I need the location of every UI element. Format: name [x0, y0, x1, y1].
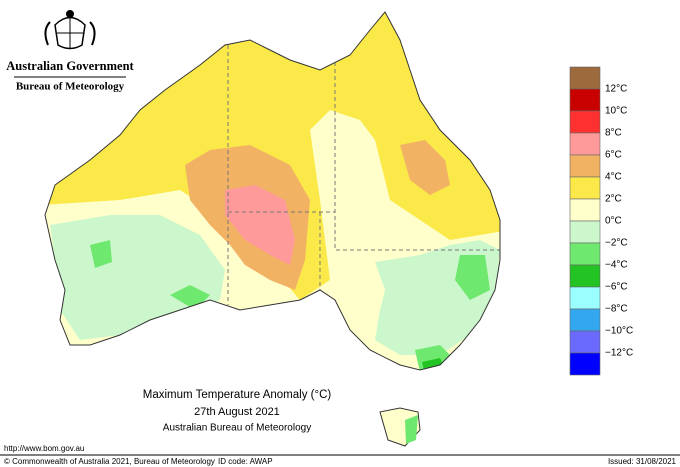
legend-label: 4°C: [605, 172, 622, 183]
legend-swatch: [569, 264, 601, 288]
map-source: Australian Bureau of Meteorology: [163, 423, 311, 434]
legend-label: −6°C: [605, 282, 628, 293]
crest: [44, 10, 96, 50]
legend: 12°C 10°C 8°C 6°C 4°C 2°C 0°C −2°C −4°C −6°C −8°C −…: [569, 66, 633, 376]
legend-label: 8°C: [605, 128, 622, 139]
legend-label: −4°C: [605, 260, 628, 271]
tasmania-anomaly: [405, 415, 418, 444]
legend-swatch: [569, 242, 601, 266]
legend-swatch: [569, 330, 601, 354]
legend-label: 2°C: [605, 194, 622, 205]
map-date: 27th August 2021: [194, 406, 280, 418]
legend-swatch: [569, 154, 601, 178]
legend-swatch: [569, 198, 601, 222]
legend-swatch: [569, 220, 601, 244]
legend-label: −12°C: [605, 348, 633, 359]
copyright: © Commonwealth of Australia 2021, Bureau…: [4, 457, 215, 466]
coastline: [44, 11, 501, 371]
legend-swatch: [569, 352, 601, 376]
url: http://www.bom.gov.au: [4, 444, 84, 453]
legend-label: 10°C: [605, 106, 627, 117]
legend-swatch: [569, 286, 601, 310]
id-code: ID code: AWAP: [218, 457, 273, 466]
legend-swatch: [569, 132, 601, 156]
legend-label: −2°C: [605, 238, 628, 249]
legend-swatch: [569, 88, 601, 112]
legend-label: −10°C: [605, 326, 633, 337]
map-title: Maximum Temperature Anomaly (°C): [143, 389, 332, 401]
legend-swatch: [569, 176, 601, 200]
legend-swatch: [569, 66, 601, 90]
legend-label: 0°C: [605, 216, 622, 227]
issued: Issued: 31/08/2021: [608, 457, 677, 466]
gov-name: Australian Government: [6, 59, 134, 73]
legend-swatch: [569, 308, 601, 332]
legend-label: 6°C: [605, 150, 622, 161]
bureau-name: Bureau of Meteorology: [16, 81, 125, 93]
legend-label: 12°C: [605, 84, 627, 95]
legend-label: −8°C: [605, 304, 628, 315]
legend-swatch: [569, 110, 601, 134]
